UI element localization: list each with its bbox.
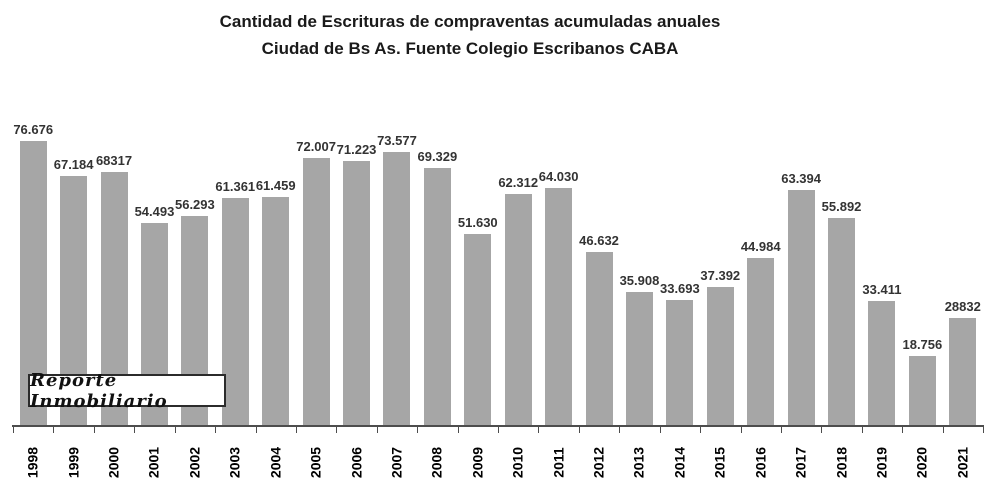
x-tick-label-2012: 2012 xyxy=(590,446,607,479)
x-axis-tick xyxy=(821,427,823,433)
chart-title-line1: Cantidad de Escrituras de compraventas a… xyxy=(219,12,721,31)
x-tick-label-2008: 2008 xyxy=(428,446,445,479)
x-axis-tick xyxy=(659,427,661,433)
x-tick-label-2002: 2002 xyxy=(186,446,203,479)
bar-value-label-2013: 35.908 xyxy=(619,273,660,288)
bar-2018 xyxy=(828,218,856,425)
bar-2006 xyxy=(343,161,371,425)
x-axis-tick xyxy=(861,427,863,433)
x-axis-tick xyxy=(134,427,136,433)
bar-value-label-2020: 18.756 xyxy=(902,337,943,352)
bar-2007 xyxy=(383,152,411,425)
x-tick-label-2011: 2011 xyxy=(550,447,567,478)
x-axis-tick xyxy=(902,427,904,433)
x-axis-tick xyxy=(93,427,95,433)
x-axis-tick xyxy=(498,427,499,433)
bar-2008 xyxy=(423,168,451,425)
bar-2010 xyxy=(504,194,532,425)
bar-value-label-2002: 56.293 xyxy=(174,197,215,212)
x-tick-label-2007: 2007 xyxy=(388,446,405,479)
bar-2004 xyxy=(262,197,290,425)
bar-value-label-2000: 68317 xyxy=(95,153,133,168)
bar-2003 xyxy=(221,198,249,425)
bar-2020 xyxy=(908,356,936,425)
x-tick-label-1998: 1998 xyxy=(24,446,41,479)
x-tick-label-2013: 2013 xyxy=(630,446,647,479)
bar-2013 xyxy=(625,292,653,425)
x-tick-label-1999: 1999 xyxy=(65,446,82,479)
bar-value-label-2003: 61.361 xyxy=(215,179,256,194)
x-axis-tick xyxy=(578,427,580,433)
bar-value-label-2016: 44.984 xyxy=(740,239,781,254)
x-tick-label-2017: 2017 xyxy=(792,446,809,479)
x-axis-tick xyxy=(255,427,257,433)
bar-value-label-2006: 71.223 xyxy=(336,142,377,157)
x-axis-tick xyxy=(174,427,176,433)
bar-value-label-2001: 54.493 xyxy=(134,204,175,219)
bar-2017 xyxy=(787,190,815,425)
bar-2021 xyxy=(949,318,977,425)
bar-value-label-2018: 55.892 xyxy=(821,199,862,214)
x-axis-tick xyxy=(619,427,621,433)
bar-2011 xyxy=(545,188,573,425)
x-tick-label-2015: 2015 xyxy=(711,446,728,479)
bar-value-label-1998: 76.676 xyxy=(13,122,54,137)
bar-2016 xyxy=(747,258,775,425)
bar-value-label-2019: 33.411 xyxy=(862,282,902,297)
bar-2019 xyxy=(868,301,896,425)
bar-2015 xyxy=(706,287,734,425)
x-tick-label-2009: 2009 xyxy=(469,446,486,479)
x-tick-label-2000: 2000 xyxy=(105,446,122,479)
x-tick-label-2001: 2001 xyxy=(145,446,162,479)
x-tick-label-2006: 2006 xyxy=(348,446,365,479)
x-axis-tick xyxy=(13,427,14,433)
bar-value-label-2015: 37.392 xyxy=(700,268,741,283)
reporte-inmobiliario-watermark: Reporte Inmobiliario xyxy=(28,370,226,412)
x-axis-tick xyxy=(53,427,55,433)
bar-2005 xyxy=(302,158,330,425)
x-axis-tick xyxy=(336,427,338,433)
x-axis-tick xyxy=(700,427,702,433)
bar-value-label-2009: 51.630 xyxy=(457,215,498,230)
x-tick-label-2021: 2021 xyxy=(954,446,971,479)
x-tick-label-2014: 2014 xyxy=(671,446,688,479)
x-tick-label-2016: 2016 xyxy=(752,446,769,479)
bar-value-label-2012: 46.632 xyxy=(579,233,619,248)
bar-value-label-2014: 33.693 xyxy=(659,281,700,296)
x-axis-tick xyxy=(457,427,459,433)
x-axis-tick xyxy=(740,427,742,433)
bar-2009 xyxy=(464,234,492,425)
bar-value-label-2017: 63.394 xyxy=(781,171,821,186)
x-axis-tick xyxy=(538,427,540,433)
x-tick-label-2003: 2003 xyxy=(226,446,243,479)
bar-value-label-2010: 62.312 xyxy=(498,175,539,190)
bar-value-label-2005: 72.007 xyxy=(296,139,336,154)
x-axis-tick xyxy=(417,427,419,433)
bar-value-label-2004: 61.459 xyxy=(255,178,296,193)
bar-value-label-2007: 73.577 xyxy=(377,133,417,148)
x-axis-tick xyxy=(780,427,782,433)
x-tick-label-2018: 2018 xyxy=(833,446,850,479)
bar-value-label-1999: 67.184 xyxy=(53,157,94,172)
x-axis-tick xyxy=(376,427,378,433)
bar-2014 xyxy=(666,300,694,425)
bar-value-label-2021: 28832 xyxy=(944,299,981,314)
bar-2012 xyxy=(585,252,613,425)
x-tick-label-2005: 2005 xyxy=(307,446,324,479)
x-axis-line xyxy=(12,425,984,427)
x-axis-tick xyxy=(295,427,297,433)
chart-title: Cantidad de Escrituras de compraventas a… xyxy=(0,8,940,62)
x-tick-label-2019: 2019 xyxy=(873,446,890,479)
x-axis-tick xyxy=(942,427,944,433)
x-axis-tick xyxy=(215,427,217,433)
x-tick-label-2004: 2004 xyxy=(267,446,284,479)
x-axis-tick xyxy=(983,427,984,433)
bar-value-label-2008: 69.329 xyxy=(417,149,458,164)
chart-title-line2: Ciudad de Bs As. Fuente Colegio Escriban… xyxy=(261,39,679,58)
x-tick-label-2020: 2020 xyxy=(913,446,930,479)
bar-value-label-2011: 64.030 xyxy=(538,169,579,184)
x-tick-label-2010: 2010 xyxy=(509,446,526,479)
